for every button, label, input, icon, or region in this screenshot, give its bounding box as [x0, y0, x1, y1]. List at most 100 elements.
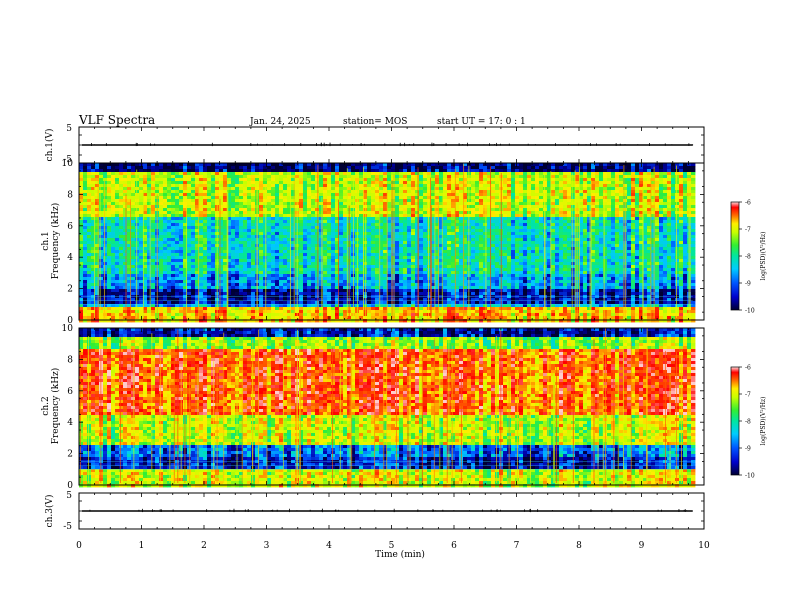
spectrogram-cell [175, 187, 180, 191]
spectrogram-cell [375, 220, 380, 224]
spectrogram-cell [451, 196, 456, 200]
spectrogram-cell [455, 241, 460, 245]
spectrogram-cell [187, 214, 192, 218]
spectrogram-cell [651, 235, 656, 239]
spectrogram-cell [511, 250, 516, 254]
spectrogram-cell [391, 214, 396, 218]
spectrogram-cell [115, 250, 120, 254]
spectrogram-cell [259, 202, 264, 206]
spectrogram-cell [255, 163, 260, 167]
spectrogram-cell [651, 241, 656, 245]
spectrogram-cell [471, 172, 476, 176]
spectrogram-cell [199, 184, 204, 188]
spectrogram-cell [547, 163, 552, 167]
spectrogram-cell [291, 193, 296, 197]
spectrogram-cell [643, 193, 648, 197]
spectrogram-cell [507, 199, 512, 203]
spectrogram-cell [323, 217, 328, 221]
spectrogram-cell [435, 175, 440, 179]
spectrogram-cell [407, 163, 412, 167]
spectrogram-cell [355, 184, 360, 188]
spectrogram-cell [147, 214, 152, 218]
spectrogram-cell [167, 187, 172, 191]
spectrogram-cell [435, 178, 440, 182]
spectrogram-cell [515, 214, 520, 218]
spectrogram-cell [299, 181, 304, 185]
spectrogram-cell [675, 217, 680, 221]
spectrogram-cell [355, 178, 360, 182]
spectrogram-cell [331, 226, 336, 230]
spectrogram-cell [547, 190, 552, 194]
spectrogram-cell [475, 214, 480, 218]
spectrogram-cell [423, 241, 428, 245]
spectrogram-cell [399, 205, 404, 209]
spectrogram-cell [675, 193, 680, 197]
spectrogram-cell [131, 172, 136, 176]
spectrogram-cell [531, 253, 536, 257]
spectrogram-cell [303, 205, 308, 209]
spectrogram-cell [507, 250, 512, 254]
spectrogram-cell [131, 208, 136, 212]
spectrogram-cell [415, 205, 420, 209]
spectrogram-cell [491, 190, 496, 194]
spectrogram-cell [475, 211, 480, 215]
spectrogram-cell [127, 184, 132, 188]
spectrogram-cell [331, 208, 336, 212]
spectrogram-cell [555, 202, 560, 206]
spectrogram-cell [619, 196, 624, 200]
spectrogram-cell [491, 232, 496, 236]
spectrogram-cell [583, 184, 588, 188]
spectrogram-cell [683, 205, 688, 209]
spectrogram-cell [163, 190, 168, 194]
spectrogram-cell [315, 175, 320, 179]
spectrogram-cell [235, 244, 240, 248]
spectrogram-cell [195, 244, 200, 248]
spectrogram-cell [431, 175, 436, 179]
spectrogram-cell [307, 187, 312, 191]
spectrogram-cell [583, 247, 588, 251]
spectrogram-cell [503, 205, 508, 209]
spectrogram-cell [279, 235, 284, 239]
spectrogram-cell [231, 250, 236, 254]
spectrogram-cell [571, 250, 576, 254]
spectrogram-cell [407, 211, 412, 215]
spectrogram-cell [311, 178, 316, 182]
spectrogram-cell [411, 211, 416, 215]
spectrogram-cell [179, 196, 184, 200]
spectrogram-cell [247, 214, 252, 218]
spectrogram-cell [231, 169, 236, 173]
spectrogram-cell [243, 220, 248, 224]
spectrogram-cell [603, 199, 608, 203]
spectrogram-cell [83, 208, 88, 212]
spectrogram-cell [547, 208, 552, 212]
spectrogram-cell [195, 232, 200, 236]
spectrogram-cell [275, 208, 280, 212]
spectrogram-cell [307, 217, 312, 221]
spectrogram-cell [479, 193, 484, 197]
spectrogram-cell [155, 181, 160, 185]
spectrogram-cell [227, 211, 232, 215]
spectrogram-cell [623, 244, 628, 248]
spectrogram-cell [159, 199, 164, 203]
spectrogram-cell [503, 211, 508, 215]
spectrogram-cell [163, 214, 168, 218]
spectrogram-cell [551, 175, 556, 179]
spectrogram-cell [635, 250, 640, 254]
spectrogram-cell [655, 247, 660, 251]
spectrogram-cell [503, 226, 508, 230]
spectrogram-cell [663, 169, 668, 173]
spectrogram-cell [95, 250, 100, 254]
spectrogram-cell [263, 217, 268, 221]
spectrogram-cell [587, 220, 592, 224]
spectrogram-cell [379, 187, 384, 191]
spectrogram-cell [219, 178, 224, 182]
spectrogram-cell [671, 247, 676, 251]
spectrogram-cell [663, 250, 668, 254]
spectrogram-cell [151, 163, 156, 167]
spectrogram-cell [163, 235, 168, 239]
spectrogram-cell [551, 214, 556, 218]
spectrogram-cell [175, 247, 180, 251]
spectrogram-cell [279, 214, 284, 218]
spectrogram-cell [283, 184, 288, 188]
spectrogram-cell [99, 250, 104, 254]
